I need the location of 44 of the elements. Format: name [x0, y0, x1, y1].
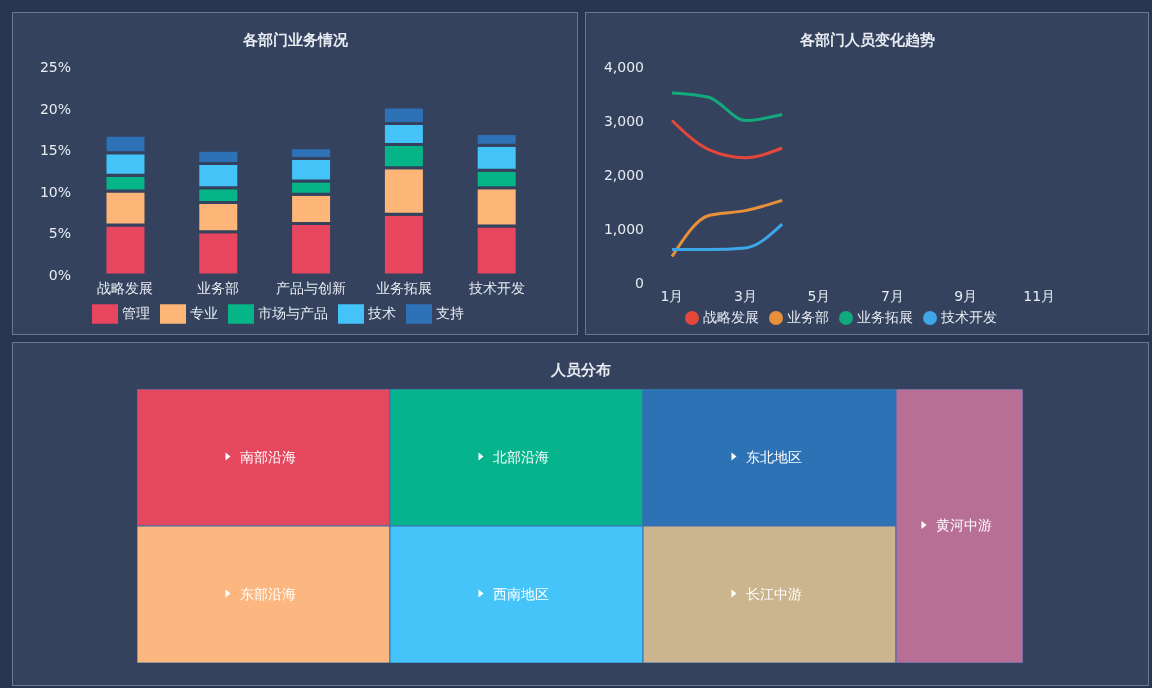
y-tick-label: 0% — [48, 266, 71, 283]
x-tick-label: 业务拓展 — [375, 279, 432, 296]
category-label: 北部沿海 — [492, 448, 549, 465]
y-tick-label: 3,000 — [603, 112, 644, 129]
x-tick-label: 3月 — [733, 287, 757, 304]
category-label: 南部沿海 — [239, 448, 296, 465]
legend-label: 管理 — [122, 305, 150, 321]
legend-label: 支持 — [436, 305, 464, 321]
y-tick-label: 2,000 — [603, 166, 644, 183]
legend-label: 技术开发 — [941, 309, 997, 325]
legend-label: 业务部 — [787, 309, 829, 325]
category-label: 黄河中游 — [935, 517, 992, 533]
x-tick-label: 战略发展 — [97, 279, 154, 296]
y-tick-label: 10% — [39, 183, 71, 200]
text: 人员分布 — [549, 361, 612, 380]
legend-label: 战略发展 — [703, 309, 759, 325]
category-label: 东部沿海 — [239, 585, 296, 602]
y-tick-label: 1,000 — [603, 220, 644, 237]
category-label: 长江中游 — [745, 585, 802, 602]
legend-label: 业务拓展 — [857, 309, 913, 325]
x-tick-label: 7月 — [880, 287, 904, 304]
chart-title: 各部门业务情况 — [241, 31, 349, 50]
legend-label: 技术 — [368, 305, 396, 321]
legend-label: 市场与产品 — [258, 305, 328, 321]
chart-title: 各部门人员变化趋势 — [798, 31, 936, 50]
x-tick-label: 技术开发 — [467, 279, 525, 296]
y-tick-label: 25% — [39, 58, 71, 75]
x-tick-label: 5月 — [807, 287, 831, 304]
line-series — [670, 91, 784, 122]
line-series — [670, 198, 784, 259]
x-tick-label: 11月 — [1023, 287, 1056, 304]
category-label: 西南地区 — [492, 585, 549, 602]
y-tick-label: 15% — [39, 142, 71, 159]
x-tick-label: 产品与创新 — [276, 279, 346, 296]
legend-label: 专业 — [190, 305, 218, 321]
y-tick-label: 4,000 — [603, 58, 644, 75]
y-tick-label: 5% — [48, 225, 71, 242]
y-tick-label: 0 — [635, 274, 644, 291]
category-label: 东北地区 — [745, 448, 802, 465]
x-tick-label: 9月 — [954, 287, 978, 304]
x-tick-label: 1月 — [660, 287, 684, 304]
y-tick-label: 20% — [39, 100, 71, 117]
line-series — [670, 118, 784, 160]
x-tick-label: 业务部 — [197, 279, 240, 296]
